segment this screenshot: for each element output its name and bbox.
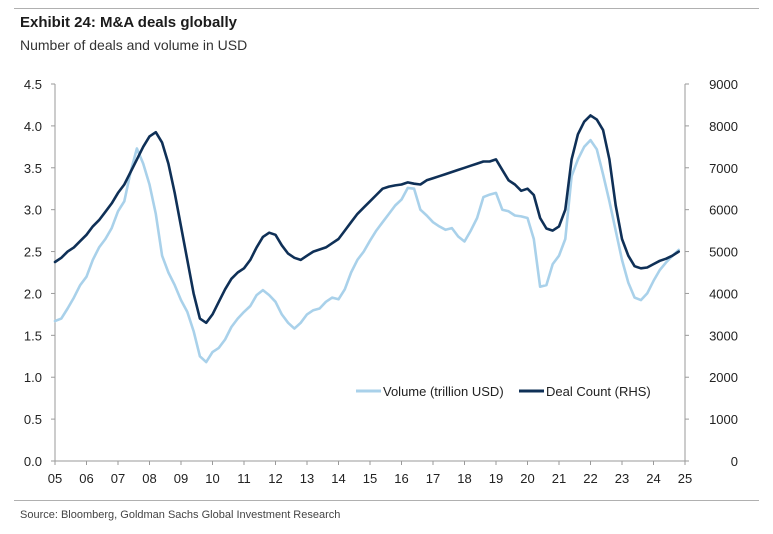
x-tick-label: 08 [142,471,156,486]
x-tick-label: 09 [174,471,188,486]
left-tick-label: 2.5 [24,245,42,260]
x-tick-label: 10 [205,471,219,486]
deal-count-line [53,114,680,325]
chart-subtitle: Number of deals and volume in USD [20,37,248,53]
x-tick-label: 07 [111,471,125,486]
right-tick-label: 7000 [709,161,738,176]
legend-label-deal-count: Deal Count (RHS) [546,384,651,399]
x-tick-label: 20 [520,471,534,486]
right-tick-label: 4000 [709,286,738,301]
lines-group [53,114,680,364]
x-tick-label: 22 [583,471,597,486]
bottom-rule [14,500,759,501]
x-tick-label: 05 [48,471,62,486]
legend-group: Volume (trillion USD) Deal Count (RHS) [356,384,651,399]
x-tick-label: 14 [331,471,345,486]
right-tick-label: 2000 [709,370,738,385]
x-tick-label: 13 [300,471,314,486]
right-tick-label: 8000 [709,119,738,134]
volume-line [53,138,680,364]
x-tick-label: 25 [678,471,692,486]
left-tick-label: 3.5 [24,161,42,176]
left-tick-label: 2.0 [24,286,42,301]
x-tick-label: 17 [426,471,440,486]
right-tick-label: 6000 [709,203,738,218]
legend-label-volume: Volume (trillion USD) [383,384,504,399]
x-tick-label: 18 [457,471,471,486]
chart-title: Exhibit 24: M&A deals globally [20,14,237,31]
x-tick-label: 11 [237,471,251,486]
x-tick-label: 19 [489,471,503,486]
left-tick-label: 1.5 [24,328,42,343]
source-note: Source: Bloomberg, Goldman Sachs Global … [20,509,341,521]
left-tick-label: 4.5 [24,77,42,92]
right-tick-label: 1000 [709,412,738,427]
right-tick-label: 0 [731,454,738,469]
axes-group: 0.0 0.5 1.0 1.5 2.0 2.5 3.0 3.5 4.0 4.5 0 1000 2000 3… [24,77,738,486]
top-rule [14,8,759,9]
right-tick-label: 5000 [709,245,738,260]
x-tick-label: 06 [79,471,93,486]
x-tick-label: 15 [363,471,377,486]
x-tick-label: 24 [646,471,660,486]
x-tick-label: 21 [552,471,566,486]
left-tick-label: 0.0 [24,454,42,469]
left-tick-label: 4.0 [24,119,42,134]
left-tick-label: 0.5 [24,412,42,427]
left-tick-label: 3.0 [24,203,42,218]
x-tick-label: 12 [268,471,282,486]
x-tick-label: 23 [615,471,629,486]
x-tick-label: 16 [394,471,408,486]
right-tick-label: 9000 [709,77,738,92]
right-tick-label: 3000 [709,328,738,343]
left-tick-label: 1.0 [24,370,42,385]
